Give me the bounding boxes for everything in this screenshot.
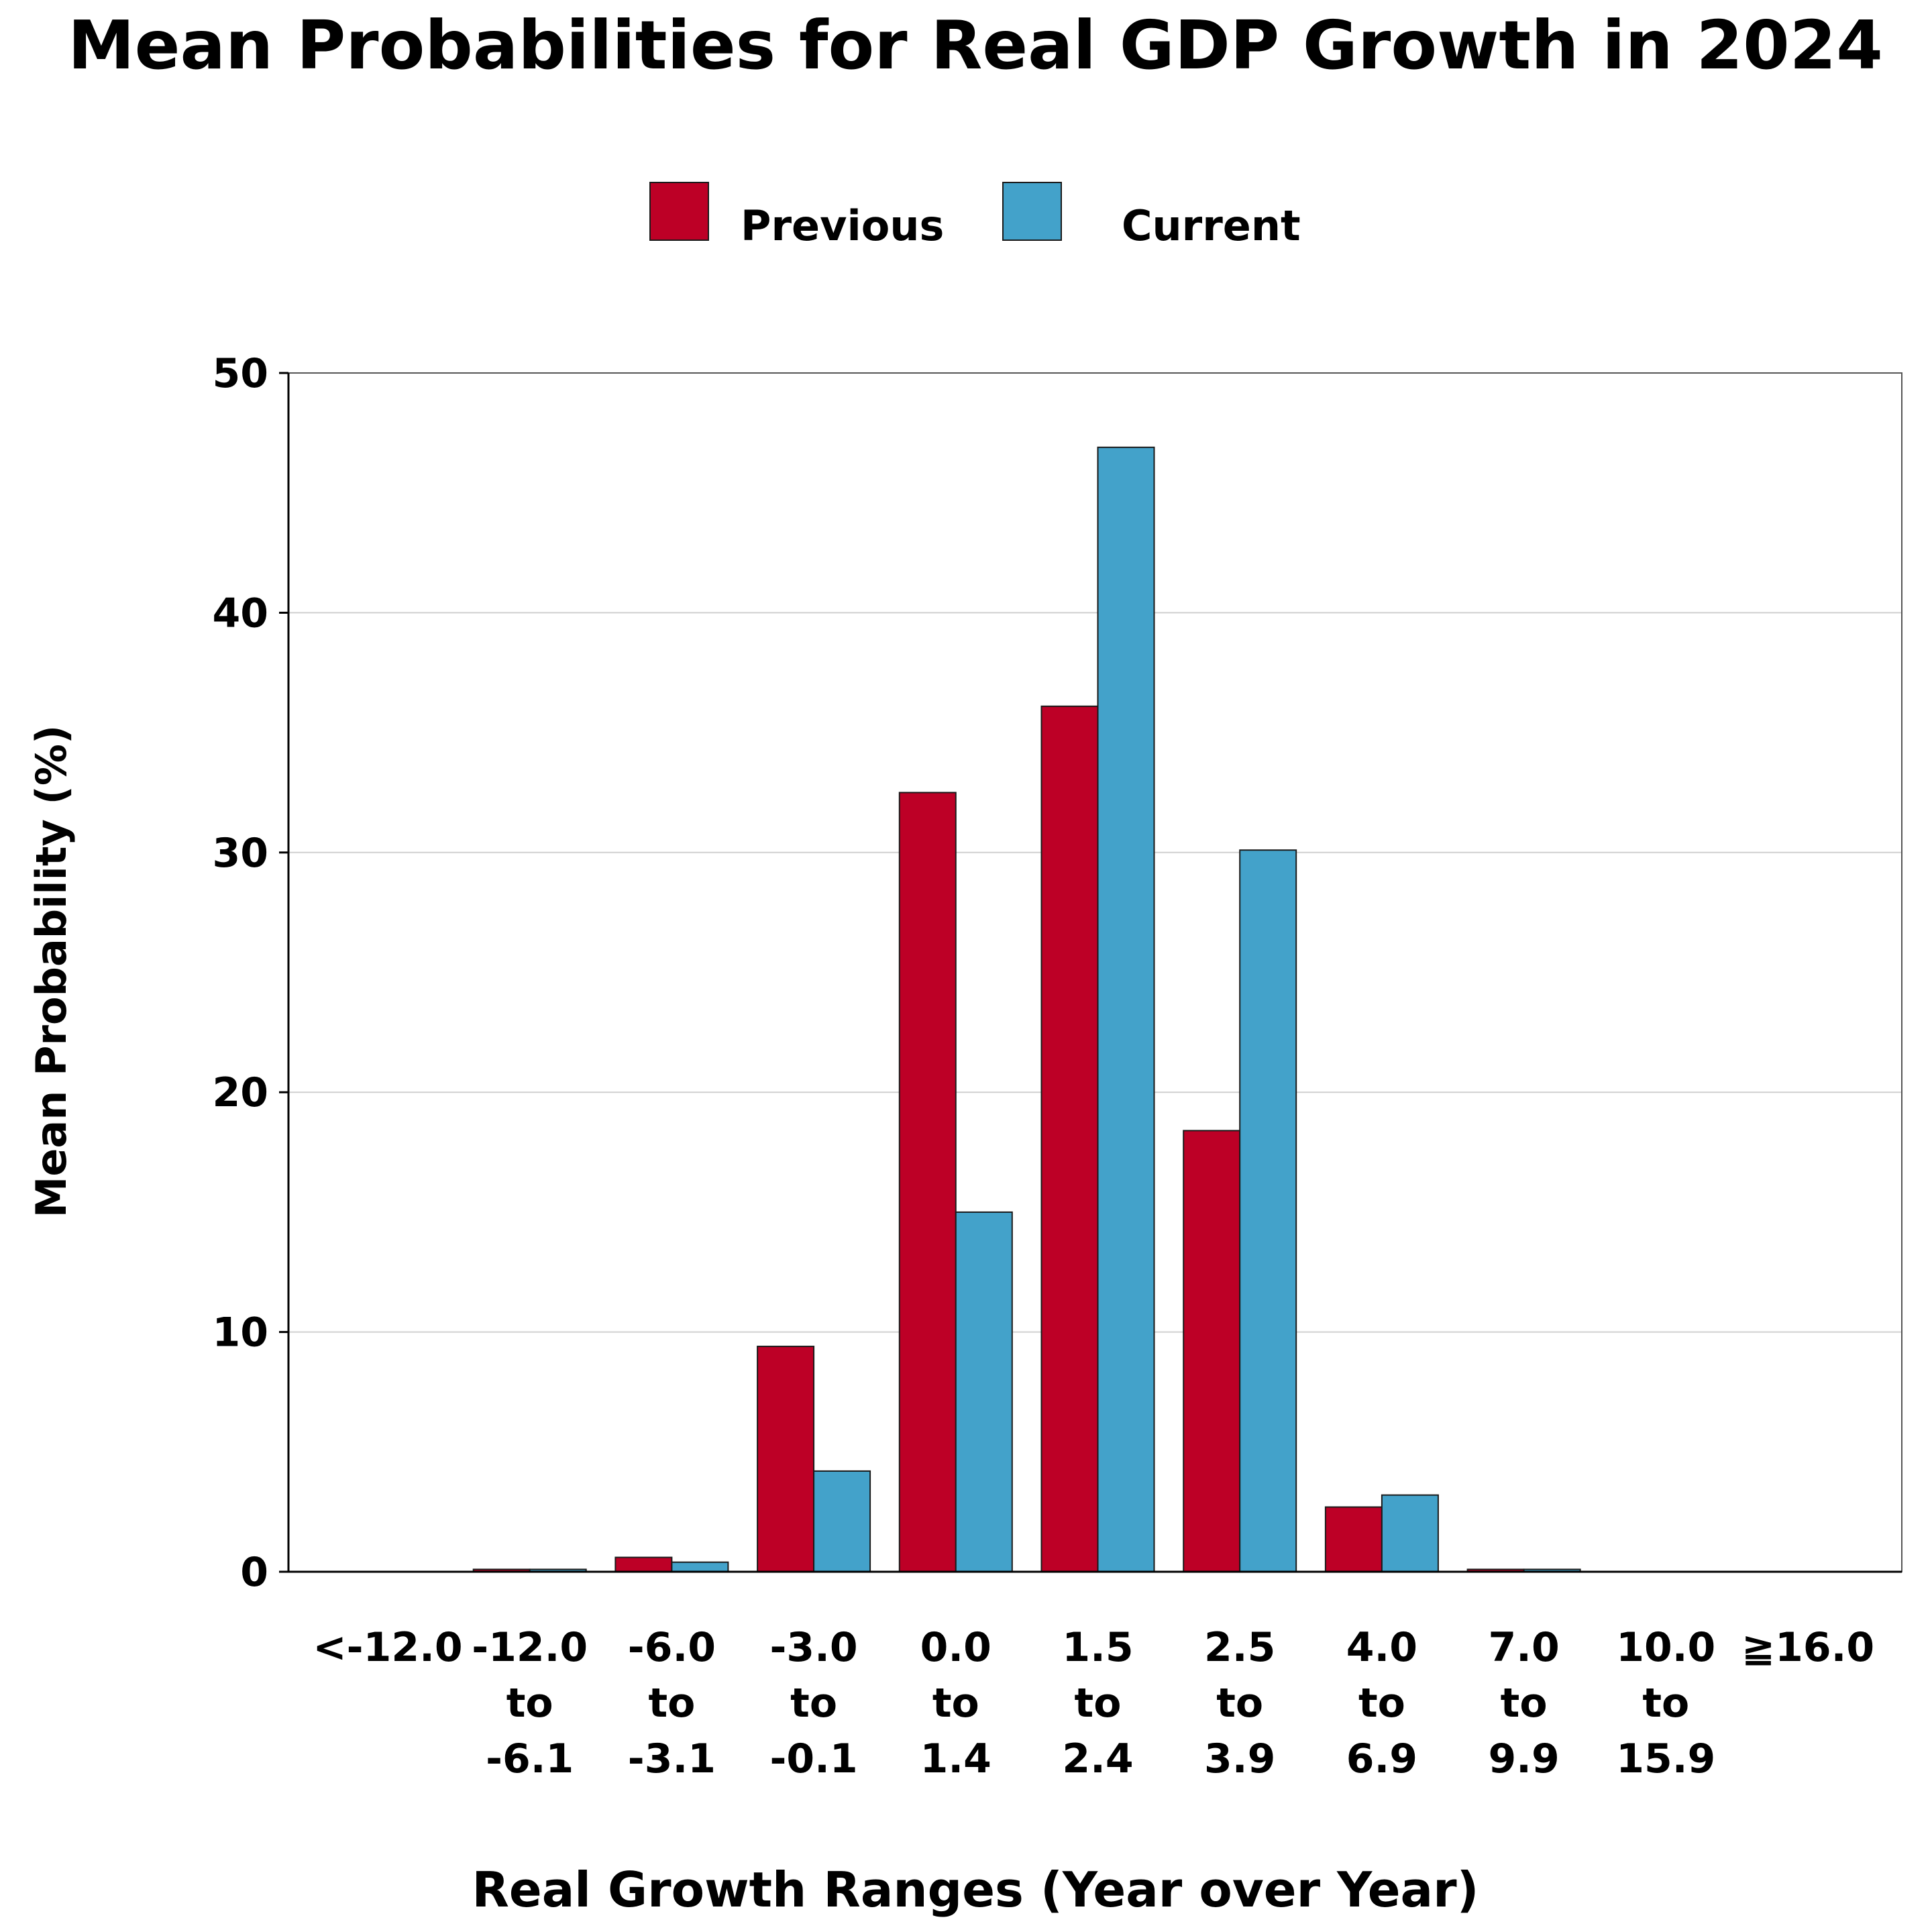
- x-tick-label: 10.0 to 15.9: [1616, 1624, 1715, 1782]
- x-tick-label: -6.0 to -3.1: [628, 1624, 716, 1782]
- x-tick-label-line: 10.0: [1616, 1624, 1715, 1671]
- y-tick-label: 30: [213, 830, 269, 877]
- bar-current: [1239, 849, 1297, 1572]
- y-tick-label: 0: [240, 1549, 268, 1596]
- x-tick-label-line: -6.0: [628, 1624, 716, 1671]
- y-tick-label: 40: [213, 590, 269, 637]
- legend-swatch-current: [1002, 182, 1062, 241]
- x-tick-label-line: to: [1216, 1680, 1263, 1727]
- bar-current: [955, 1211, 1013, 1572]
- x-tick-label-line: 3.9: [1204, 1735, 1275, 1782]
- bar-previous: [757, 1346, 815, 1572]
- x-tick-label-line: 6.9: [1346, 1735, 1417, 1782]
- bar-previous: [1324, 1506, 1383, 1572]
- legend-swatch-previous: [649, 182, 709, 241]
- x-tick-label-line: to: [790, 1680, 837, 1727]
- x-tick-label-line: to: [648, 1680, 695, 1727]
- x-tick-label-line: -6.1: [486, 1735, 574, 1782]
- x-tick-label-line: -3.1: [628, 1735, 716, 1782]
- x-tick-label-line: to: [506, 1680, 553, 1727]
- x-tick-label-line: to: [1501, 1680, 1548, 1727]
- x-tick-label: 4.0 to 6.9: [1346, 1624, 1417, 1782]
- legend-label-current: Current: [1122, 201, 1301, 250]
- x-axis: <-12.0 -12.0 to -6.1 -6.0 to -3.1 -3.0 to -0.1 0.0…: [313, 1624, 1874, 1782]
- x-tick-label: 2.5 to 3.9: [1204, 1624, 1275, 1782]
- y-tick-label: 20: [213, 1069, 269, 1116]
- bar-current: [813, 1470, 871, 1573]
- x-tick-label: 1.5 to 2.4: [1062, 1624, 1133, 1782]
- x-tick-label: -3.0 to -0.1: [769, 1624, 857, 1782]
- x-tick-label-line: <-12.0: [313, 1624, 462, 1671]
- x-tick-label-line: -3.0: [769, 1624, 857, 1671]
- x-tick-label-line: 15.9: [1616, 1735, 1715, 1782]
- x-tick-label: <-12.0: [313, 1624, 462, 1671]
- x-tick-label: -12.0 to -6.1: [472, 1624, 588, 1782]
- y-tick-label: 50: [213, 350, 269, 397]
- x-tick-label-line: 7.0: [1488, 1624, 1559, 1671]
- bar-previous: [1040, 705, 1099, 1572]
- x-tick-label-line: -0.1: [769, 1735, 857, 1782]
- x-tick-label-line: 2.5: [1204, 1624, 1275, 1671]
- x-tick-label-line: 1.5: [1062, 1624, 1133, 1671]
- x-tick-label-line: -12.0: [472, 1624, 588, 1671]
- bar-previous: [1183, 1130, 1241, 1573]
- x-tick-label-line: to: [1642, 1680, 1689, 1727]
- y-tick-label: 10: [213, 1309, 269, 1356]
- x-tick-label-line: 4.0: [1346, 1624, 1417, 1671]
- x-tick-label: ≧16.0: [1741, 1624, 1874, 1671]
- x-tick-label-line: ≧16.0: [1741, 1624, 1874, 1671]
- x-tick-label-line: 1.4: [920, 1735, 991, 1782]
- bar-previous: [614, 1556, 673, 1572]
- x-tick-label-line: 9.9: [1488, 1735, 1559, 1782]
- bar-current: [1097, 446, 1155, 1573]
- y-axis-title: Mean Probability (%): [27, 725, 76, 1218]
- x-tick-label-line: to: [1358, 1680, 1405, 1727]
- x-tick-label: 7.0 to 9.9: [1488, 1624, 1559, 1782]
- bars: [472, 446, 1581, 1573]
- y-axis: 0 10 20 30 40 50: [213, 350, 1902, 1596]
- legend: Previous Current: [649, 182, 1301, 250]
- x-tick-label-line: 0.0: [920, 1624, 991, 1671]
- x-tick-label-line: to: [932, 1680, 979, 1727]
- bar-current: [671, 1561, 729, 1573]
- x-tick-label-line: to: [1075, 1680, 1122, 1727]
- bar-current: [1381, 1494, 1439, 1573]
- x-axis-title: Real Growth Ranges (Year over Year): [472, 1862, 1479, 1918]
- legend-label-previous: Previous: [741, 201, 944, 250]
- chart-title: Mean Probabilities for Real GDP Growth i…: [68, 6, 1883, 85]
- x-tick-label: 0.0 to 1.4: [920, 1624, 991, 1782]
- bar-previous: [898, 792, 957, 1572]
- x-tick-label-line: 2.4: [1062, 1735, 1133, 1782]
